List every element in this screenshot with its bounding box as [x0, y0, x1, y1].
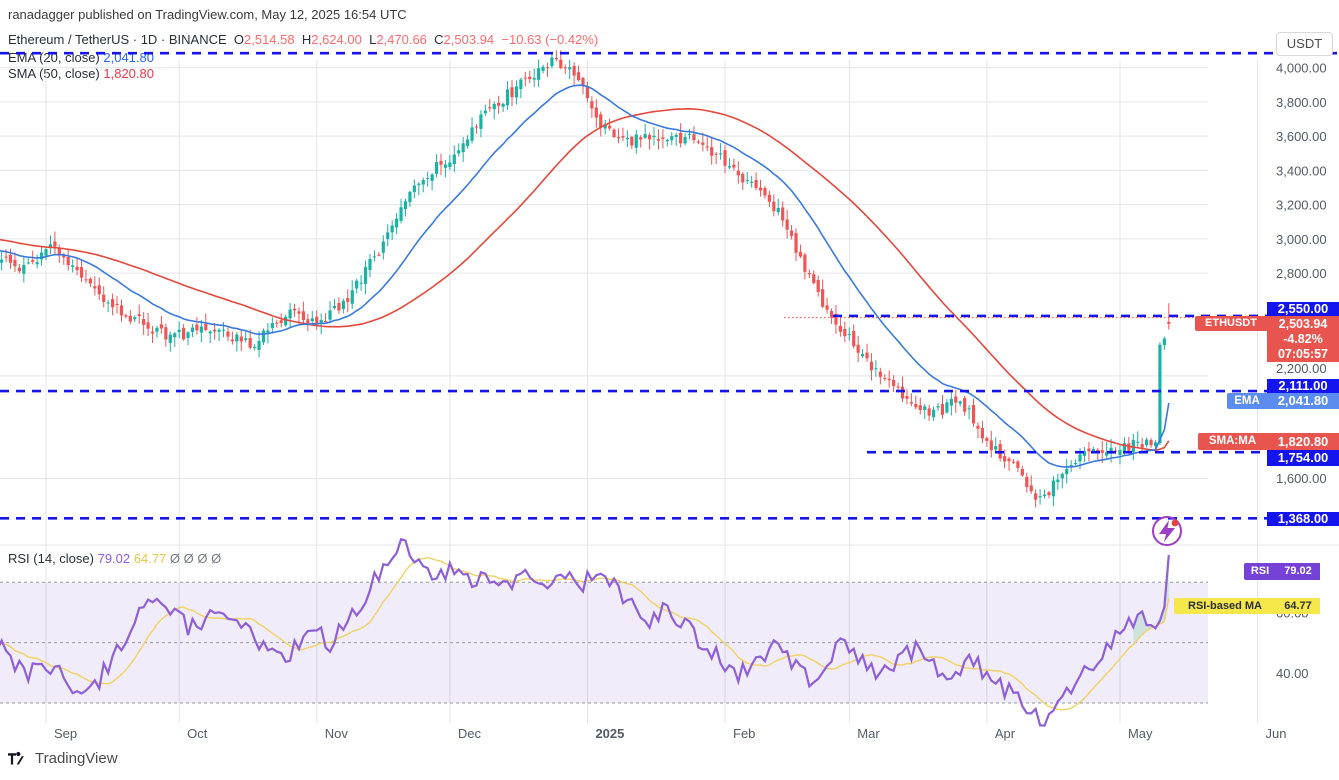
svg-text:3,000.00: 3,000.00 [1276, 232, 1327, 247]
svg-text:3,400.00: 3,400.00 [1276, 163, 1327, 178]
svg-text:3,600.00: 3,600.00 [1276, 129, 1327, 144]
svg-text:3,800.00: 3,800.00 [1276, 95, 1327, 110]
svg-text:Feb: Feb [733, 726, 755, 741]
svg-text:40.00: 40.00 [1276, 666, 1309, 681]
svg-text:4,000.00: 4,000.00 [1276, 61, 1327, 76]
svg-text:2,200.00: 2,200.00 [1276, 361, 1327, 376]
svg-text:Mar: Mar [857, 726, 880, 741]
svg-text:Sep: Sep [54, 726, 77, 741]
svg-text:May: May [1128, 726, 1153, 741]
svg-text:Oct: Oct [187, 726, 208, 741]
svg-text:Jun: Jun [1266, 726, 1287, 741]
svg-text:Apr: Apr [995, 726, 1016, 741]
svg-text:Nov: Nov [325, 726, 349, 741]
svg-text:2025: 2025 [595, 726, 624, 741]
svg-text:2,800.00: 2,800.00 [1276, 266, 1327, 281]
svg-text:3,200.00: 3,200.00 [1276, 198, 1327, 213]
svg-text:Dec: Dec [458, 726, 482, 741]
svg-text:1,600.00: 1,600.00 [1276, 471, 1327, 486]
